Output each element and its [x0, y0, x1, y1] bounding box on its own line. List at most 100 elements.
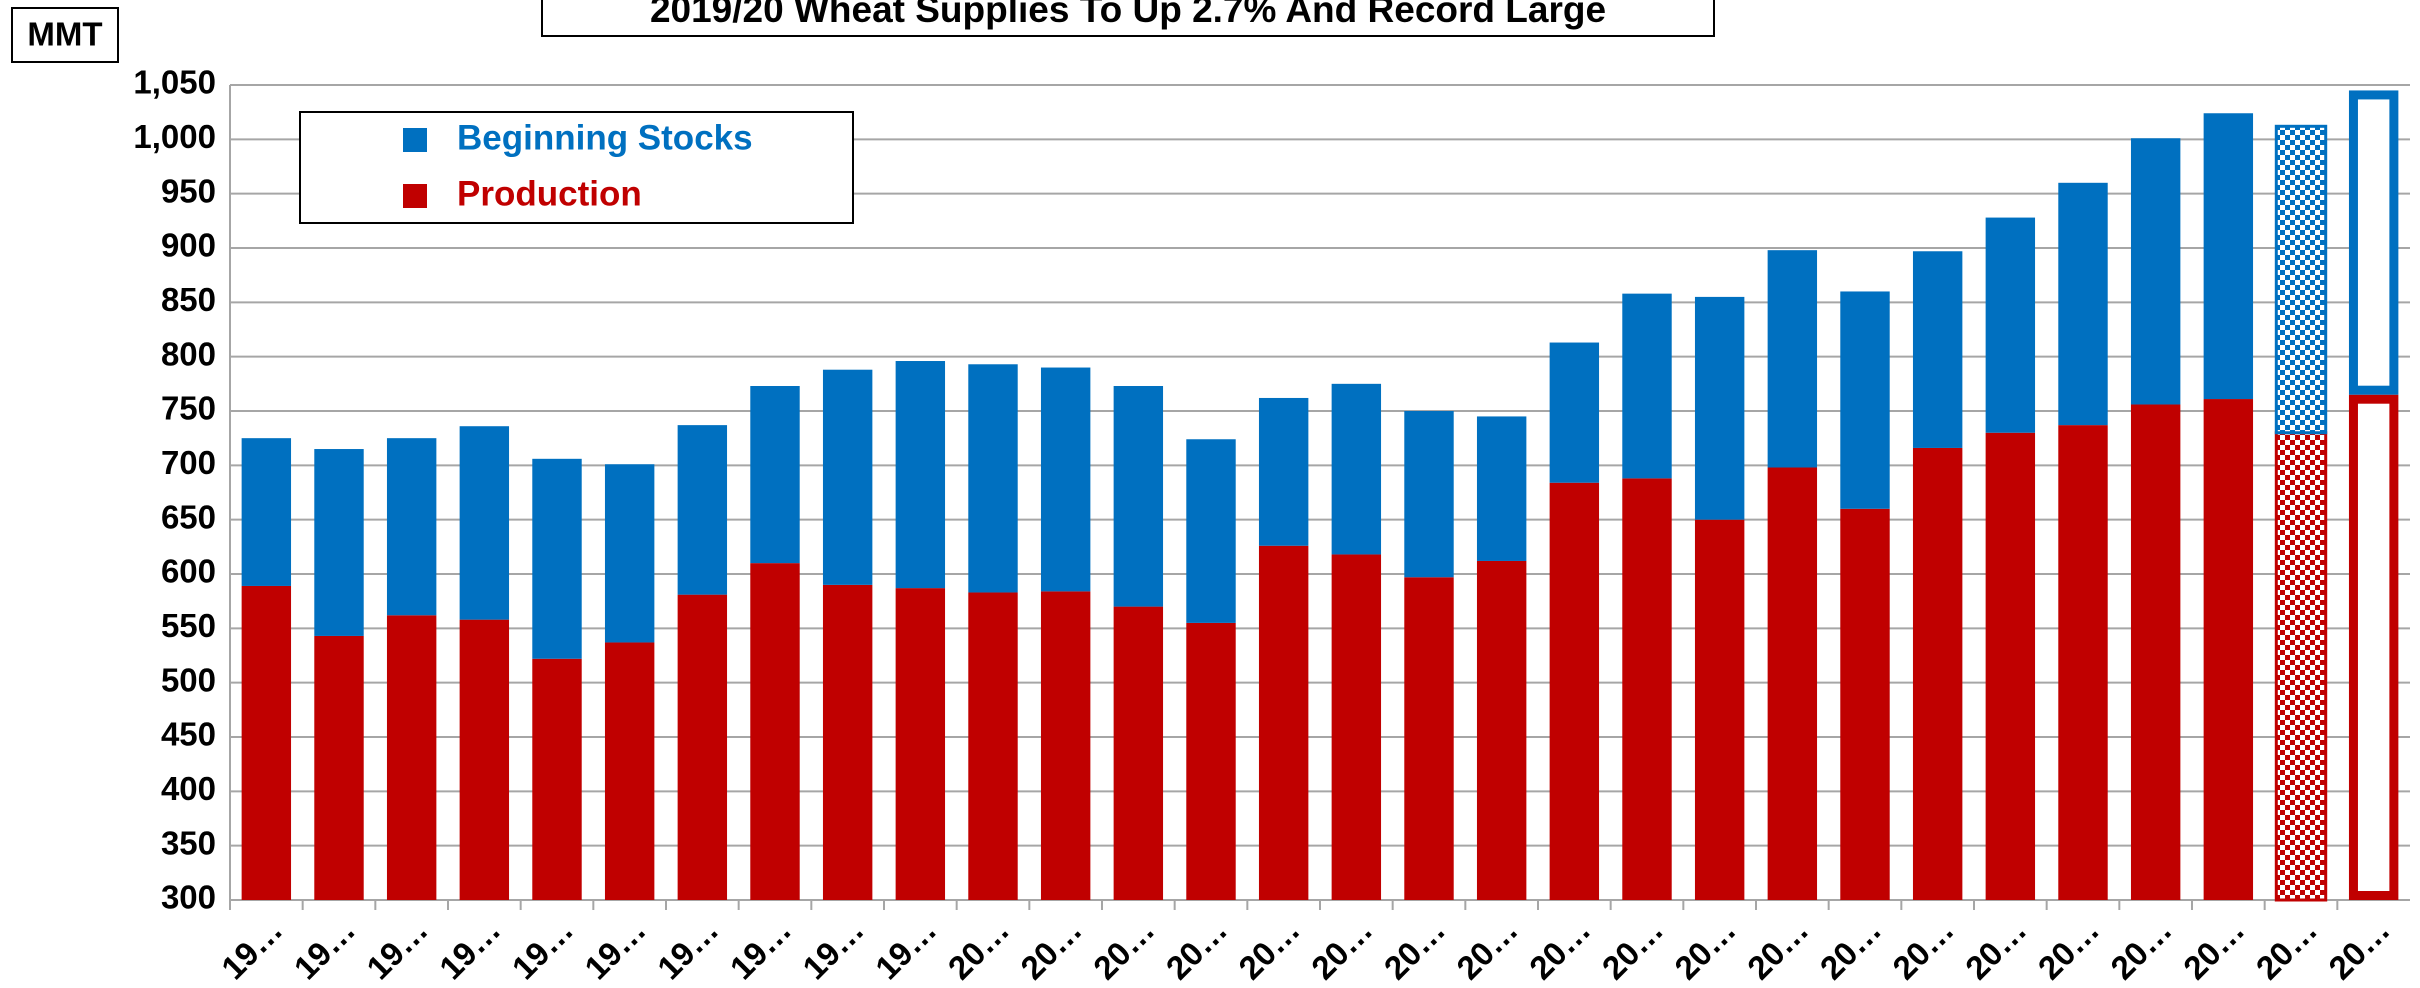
bar-segment [1622, 478, 1671, 900]
x-tick-label: 19… [432, 911, 507, 986]
y-tick-label: 800 [161, 335, 216, 372]
bar-segment [532, 659, 581, 900]
y-tick-label: 500 [161, 661, 216, 698]
x-tick-label: 20… [1595, 911, 1670, 986]
bar-segment [1840, 509, 1889, 900]
bar-segment [605, 464, 654, 642]
legend-swatch [403, 128, 427, 152]
x-tick-label: 20… [941, 911, 1016, 986]
bar-segment [460, 620, 509, 900]
x-tick-label: 19… [868, 911, 943, 986]
x-tick-label: 20… [2176, 911, 2251, 986]
bar-segment [1404, 577, 1453, 900]
bar-segment [1477, 561, 1526, 900]
bar-segment [1986, 218, 2035, 433]
legend-label: Beginning Stocks [457, 118, 753, 157]
y-tick-label: 900 [161, 227, 216, 264]
bar-segment [750, 386, 799, 563]
bar-segment [314, 636, 363, 900]
bar-segment [242, 586, 291, 900]
x-tick-label: 20… [2249, 911, 2324, 986]
y-tick-label: 1,000 [133, 118, 216, 155]
bar-segment [1186, 623, 1235, 900]
y-tick-label: 300 [161, 879, 216, 916]
bar-segment [2204, 113, 2253, 399]
bar-segment [1695, 297, 1744, 520]
y-tick-label: 400 [161, 770, 216, 807]
x-tick-label: 20… [1159, 911, 1234, 986]
y-tick-label: 550 [161, 607, 216, 644]
bar-segment [2131, 404, 2180, 900]
x-tick-label: 19… [650, 911, 725, 986]
bar-segment [242, 438, 291, 586]
x-tick-label: 20… [1013, 911, 1088, 986]
y-tick-label: 450 [161, 716, 216, 753]
x-tick-label: 20… [1885, 911, 1960, 986]
x-tick-label: 19… [214, 911, 289, 986]
x-tick-label: 20… [1304, 911, 1379, 986]
bar-segment [1041, 368, 1090, 592]
bar-segment [1550, 343, 1599, 483]
x-tick-label: 20… [1740, 911, 1815, 986]
bar-segment [460, 426, 509, 619]
bar-segment [823, 585, 872, 900]
bar-segment [2353, 399, 2393, 895]
bar-segment [1986, 433, 2035, 900]
legend-swatch [403, 184, 427, 208]
x-tick-label: 19… [359, 911, 434, 986]
y-tick-label: 600 [161, 553, 216, 590]
x-tick-label: 19… [723, 911, 798, 986]
y-tick-label: 850 [161, 281, 216, 318]
bar-segment [1332, 554, 1381, 900]
x-tick-label: 20… [1813, 911, 1888, 986]
bar-segment [750, 563, 799, 900]
bar-segment [2131, 138, 2180, 404]
bar-segment [1695, 520, 1744, 900]
bar-segment [2276, 126, 2325, 432]
bar-segment [532, 459, 581, 659]
bar-segment [1114, 607, 1163, 900]
x-tick-label: 20… [2031, 911, 2106, 986]
bar-segment [314, 449, 363, 636]
legend-label: Production [457, 174, 642, 213]
bar-segment [605, 642, 654, 900]
x-tick-label: 20… [1086, 911, 1161, 986]
bar-segment [968, 592, 1017, 900]
y-tick-label: 1,050 [133, 64, 216, 101]
chart-title: 2019/20 Wheat Supplies To Up 2.7% And Re… [650, 0, 1606, 30]
x-tick-label: 20… [1958, 911, 2033, 986]
x-tick-label: 20… [1522, 911, 1597, 986]
bar-segment [1186, 439, 1235, 623]
x-tick-label: 19… [287, 911, 362, 986]
bar-segment [2058, 425, 2107, 900]
y-tick-label: 700 [161, 444, 216, 481]
bar-segment [1259, 398, 1308, 546]
y-tick-label: 350 [161, 824, 216, 861]
bar-segment [1477, 416, 1526, 561]
x-tick-label: 20… [1667, 911, 1742, 986]
x-tick-label: 20… [1377, 911, 1452, 986]
y-tick-label: 950 [161, 172, 216, 209]
x-tick-label: 20… [2321, 911, 2396, 986]
bar-segment [1550, 483, 1599, 900]
y-tick-label: 750 [161, 390, 216, 427]
y-axis-label: MMT [27, 16, 102, 53]
bar-segment [1913, 251, 1962, 448]
bar-segment [1332, 384, 1381, 555]
bar-segment [2204, 399, 2253, 900]
bar-segment [968, 364, 1017, 592]
bar-segment [387, 615, 436, 900]
x-tick-label: 20… [1231, 911, 1306, 986]
bar-segment [1768, 250, 1817, 467]
bar-segment [1768, 468, 1817, 900]
bar-segment [1404, 411, 1453, 577]
bar-segment [2276, 433, 2325, 900]
bar-segment [823, 370, 872, 585]
x-tick-label: 19… [795, 911, 870, 986]
bar-segment [2058, 183, 2107, 425]
bar-segment [678, 425, 727, 595]
x-tick-label: 20… [2103, 911, 2178, 986]
bar-segment [1041, 591, 1090, 900]
bar-segment [2353, 95, 2393, 390]
x-tick-label: 19… [505, 911, 580, 986]
